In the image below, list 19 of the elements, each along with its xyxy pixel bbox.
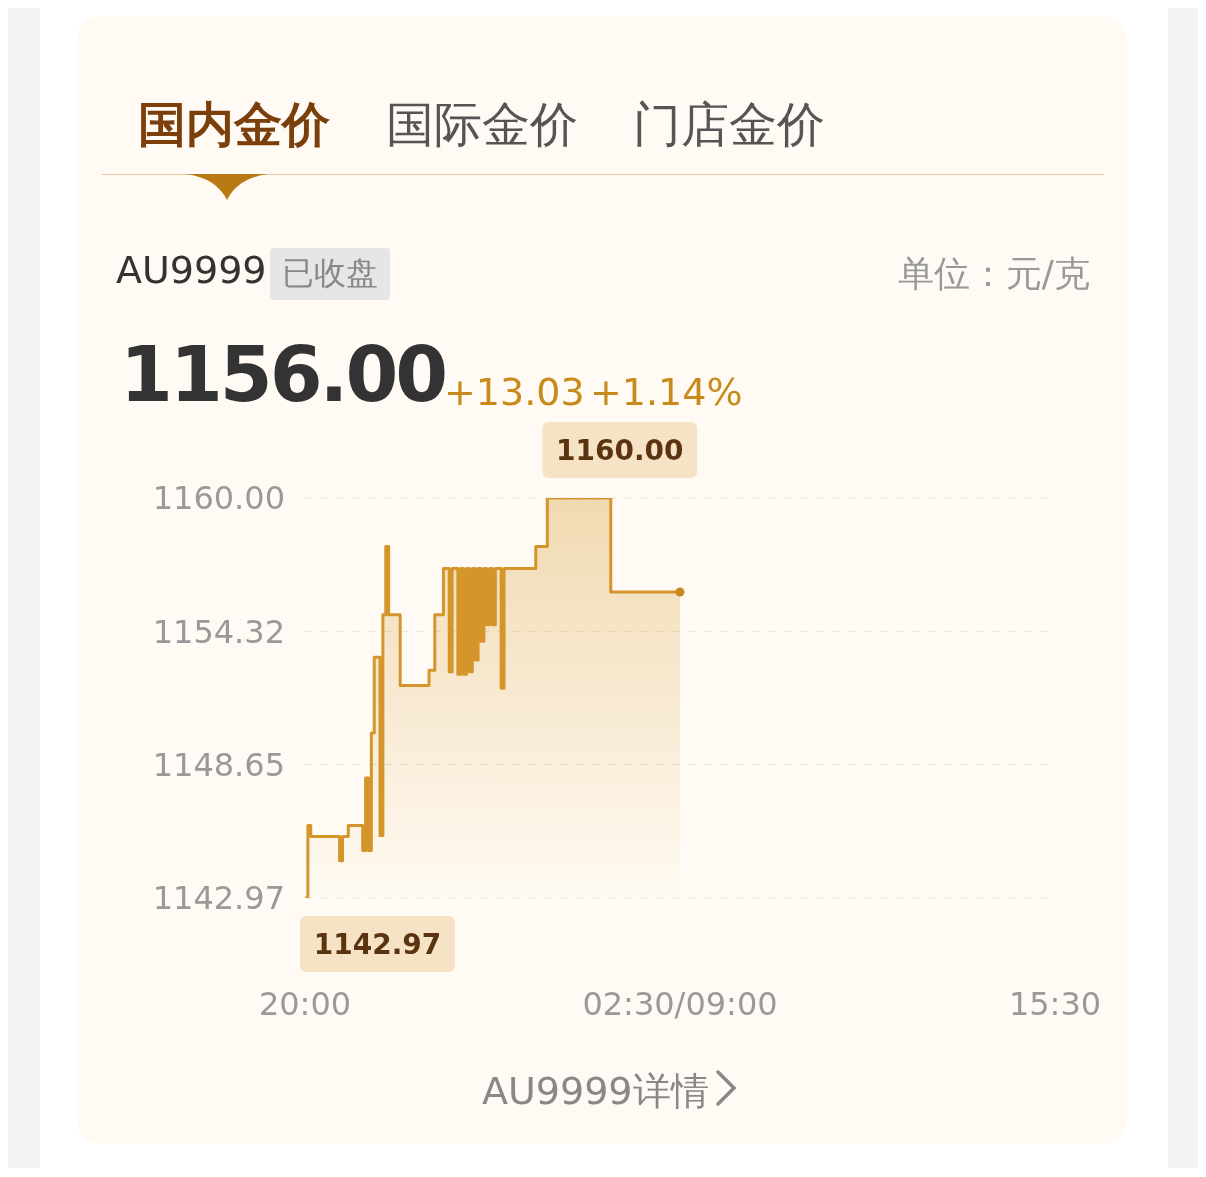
x-tick-label: 20:00 (258, 984, 352, 1023)
text: 单位：元/克 (897, 252, 1090, 296)
text: 门店金价 (633, 95, 825, 154)
text: +1.14% (590, 370, 743, 414)
text: 国际金价 (386, 95, 578, 154)
text: 1160.00 (556, 434, 684, 467)
annotation: 1142.97 (313, 928, 442, 961)
x-tick-label: 02:30/09:00 (582, 984, 778, 1023)
text: 1156.00 (120, 330, 446, 419)
chart-subtitle: 已收盘 (270, 248, 390, 300)
text: AU9999详情 (482, 1068, 709, 1115)
text: +13.03 (444, 370, 585, 414)
y-tick-label: 1148.65 (152, 745, 285, 784)
x-tick-label: 15:30 (1008, 984, 1102, 1023)
y-tick-label: 1154.32 (152, 612, 285, 651)
y-tick-label: 1142.97 (152, 879, 285, 918)
chart-title: AU9999 (116, 248, 267, 292)
y-tick-label: 1160.00 (152, 479, 285, 518)
text: 国内金价 (138, 95, 330, 154)
